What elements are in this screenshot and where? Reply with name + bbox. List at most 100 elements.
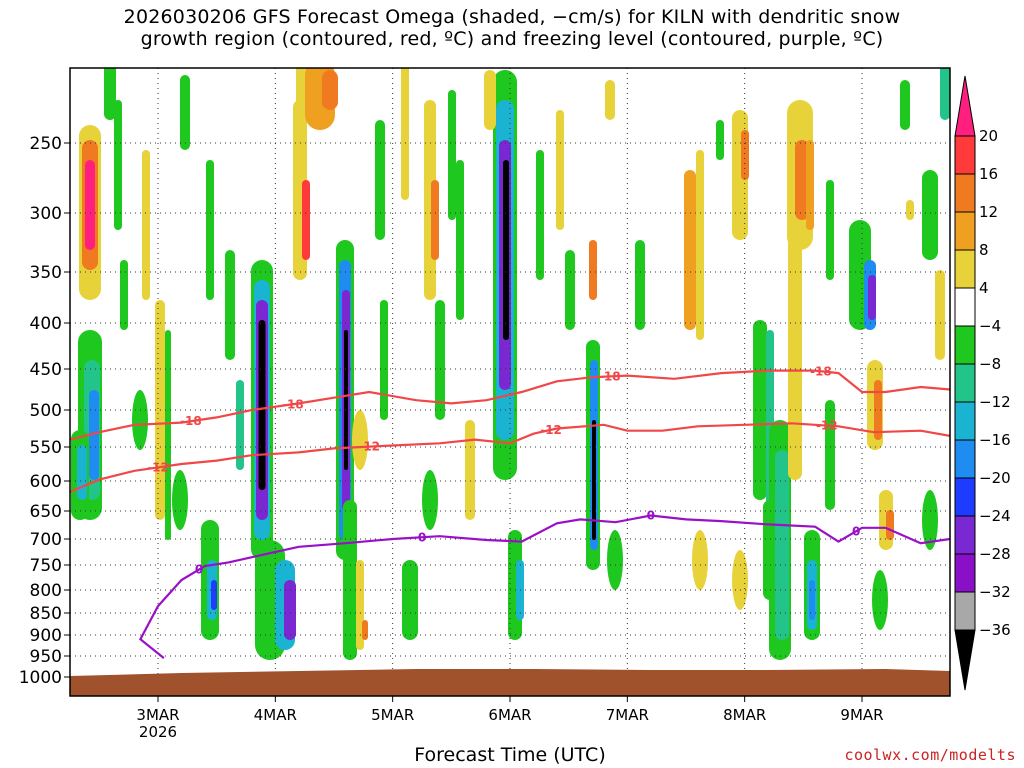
contour-label: -12 [816,419,838,433]
contour-line [139,514,950,659]
omega-cell [900,80,910,130]
contour-line [70,369,950,441]
x-tick-label: 6MAR [488,706,531,724]
omega-cell [344,330,348,470]
omega-cell [375,120,385,240]
x-tick-label: 5MAR [371,706,414,724]
colorbar-label: −20 [979,469,1011,487]
y-tick-label: 250 [30,134,62,154]
omega-cell [684,170,696,330]
omega-cell [211,580,217,610]
omega-cell [448,90,456,220]
omega-cell [935,270,945,360]
omega-cell [120,260,128,330]
y-tick-label: 350 [30,263,62,283]
grid-lines [70,68,950,696]
omega-cell [89,390,99,480]
omega-cell [85,160,95,250]
x-axis-ticks: 3MAR 4MAR 5MAR 6MAR 7MAR 8MAR 9MAR 2026 [136,696,884,741]
omega-cell [886,510,894,540]
omega-cell [741,130,749,180]
omega-cell [225,250,235,360]
colorbar-swatch [954,439,976,479]
omega-cell [380,300,388,420]
y-tick-label: 600 [30,472,62,492]
y-tick-label: 800 [30,581,62,601]
colorbar-label: −36 [979,621,1011,639]
y-tick-label: 1000 [19,668,62,688]
colorbar-swatch [954,401,976,441]
y-tick-label: 750 [30,556,62,576]
omega-cell [607,530,623,590]
omega-shading [71,68,950,660]
omega-cell [302,180,310,260]
y-tick-label: 400 [30,314,62,334]
omega-cell [322,70,338,110]
contour-line [70,422,950,493]
colorbar-label: 12 [979,203,998,221]
y-tick-label: 950 [30,647,62,667]
omega-cell [435,300,445,420]
omega-cell [732,550,748,610]
omega-cell [592,420,596,540]
omega-cell [775,450,789,640]
omega-cell [142,150,150,300]
omega-cell [284,580,296,640]
omega-cell [788,230,802,480]
colorbar-swatch [954,75,976,137]
omega-cell [77,445,87,500]
contour-label: -12 [147,460,169,474]
colorbar-swatch [954,363,976,403]
contour-label: -12 [358,440,380,454]
omega-cell [922,490,938,550]
colorbar-label: 8 [979,241,989,259]
omega-cell [874,380,882,440]
y-tick-label: 700 [30,530,62,550]
colorbar-label: 4 [979,279,989,297]
colorbar-swatch [954,515,976,555]
omega-cell [826,180,834,280]
colorbar-swatch [954,287,976,327]
colorbar-swatch [954,325,976,365]
omega-cell [484,70,496,130]
colorbar-label: −32 [979,583,1011,601]
omega-cell [132,390,148,450]
x-tick-label: 8MAR [723,706,766,724]
omega-cell [104,68,116,120]
colorbar-swatch [954,211,976,251]
colorbar-swatch [954,249,976,289]
contour-label: 0 [852,524,860,538]
colorbar-swatch [954,629,976,691]
ground-fill [70,669,950,696]
colorbar: 20 16 12 8 4 −4 −8 −12 −16 −20 −24 −28 −32 −36 [954,75,1011,691]
ground-surface [70,669,950,696]
omega-cell [806,140,814,230]
omega-cell [165,330,171,540]
omega-cell [565,250,575,330]
contour-label: -18 [810,364,832,378]
omega-cell [692,530,708,590]
omega-cell [503,160,509,340]
colorbar-swatch [954,135,976,175]
chart-title: 2026030206 GFS Forecast Omega (shaded, −… [0,6,1024,50]
x-tick-label: 4MAR [254,706,297,724]
omega-cell [456,160,464,320]
omega-cell [940,68,950,120]
omega-cell [589,240,597,300]
omega-cell [825,400,835,510]
omega-cell [236,380,244,470]
colorbar-swatch [954,477,976,517]
omega-cell [362,620,368,640]
colorbar-swatch [954,553,976,593]
colorbar-label: 20 [979,127,998,145]
contour-label: -12 [540,423,562,437]
contour-label: -18 [599,369,621,383]
y-tick-label: 550 [30,438,62,458]
omega-cell [696,150,704,340]
y-tick-label: 300 [30,204,62,224]
omega-cell [206,160,214,300]
contour-label: 0 [195,563,203,577]
omega-cell [431,180,439,260]
omega-cell [635,240,645,330]
